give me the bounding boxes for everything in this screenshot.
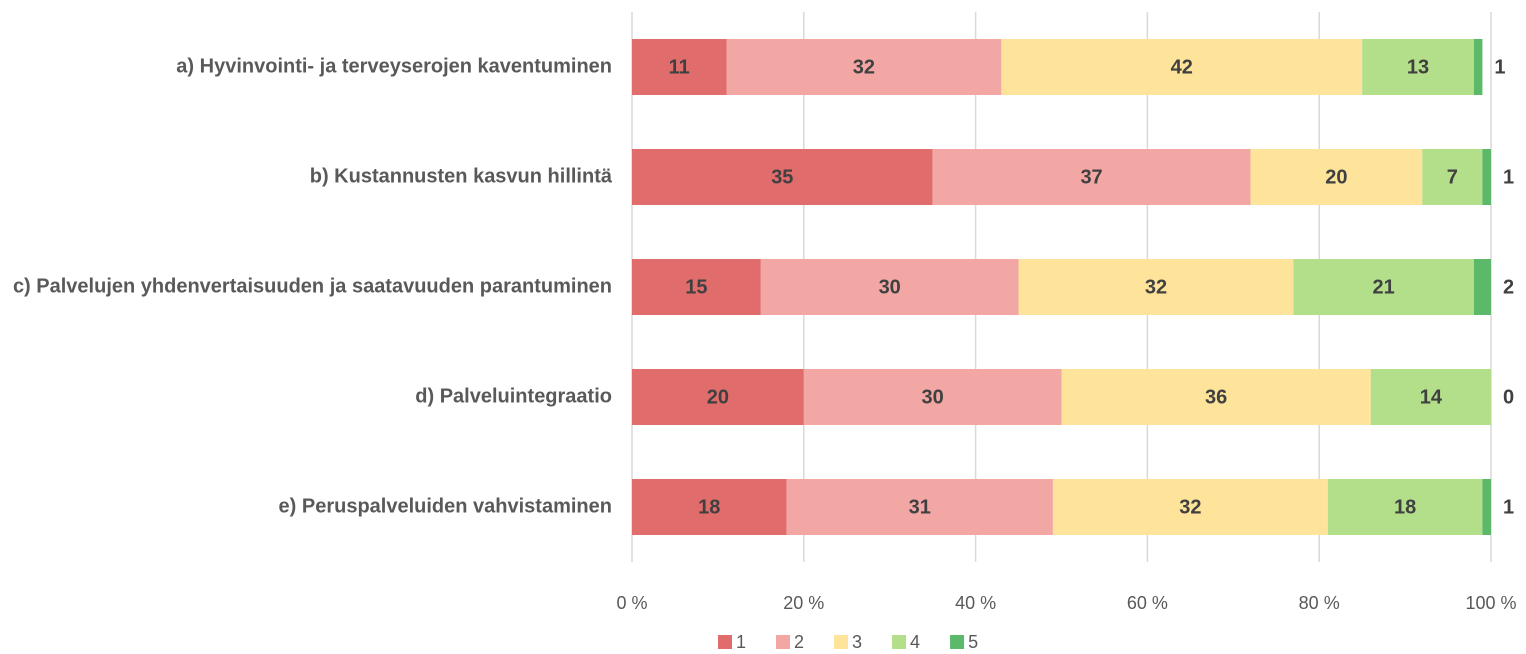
legend-label: 5 (968, 632, 978, 652)
value-label: 15 (685, 276, 707, 298)
value-label: 20 (707, 386, 729, 408)
bar-segment (1370, 369, 1491, 425)
value-label: 37 (1080, 166, 1102, 188)
value-label: 18 (1394, 496, 1416, 518)
bar-segment (786, 479, 1053, 535)
bar-segment (1362, 39, 1474, 95)
legend-label: 3 (852, 632, 862, 652)
value-label: 18 (698, 496, 720, 518)
value-label: 11 (669, 56, 690, 78)
value-label: 21 (1373, 276, 1395, 298)
value-label: 42 (1171, 56, 1193, 78)
bar-segment (632, 39, 727, 95)
value-label: 20 (1325, 166, 1347, 188)
bar-segment (1052, 479, 1328, 535)
value-label: 35 (771, 166, 793, 188)
legend-label: 2 (794, 632, 804, 652)
bar-segment (803, 369, 1062, 425)
legend-swatch (834, 635, 849, 649)
bar-segment (1001, 39, 1363, 95)
bar-segment (1473, 39, 1483, 95)
bar-segment (1293, 259, 1474, 315)
x-tick-label: 40 % (955, 593, 996, 613)
x-tick-label: 0 % (616, 593, 647, 613)
value-label: 36 (1205, 386, 1227, 408)
bar-segment (1482, 479, 1491, 535)
x-tick-label: 20 % (783, 593, 824, 613)
category-label: a) Hyvinvointi- ja terveyserojen kaventu… (176, 55, 612, 77)
legend-swatch (892, 635, 907, 649)
bar-segment (632, 149, 933, 205)
legend-label: 4 (910, 632, 920, 652)
bar-segment (932, 149, 1251, 205)
value-label: 32 (1145, 276, 1167, 298)
bar-segment (1482, 149, 1491, 205)
bar-segment (1473, 259, 1491, 315)
bar-segment (1018, 259, 1294, 315)
value-label: 13 (1407, 56, 1429, 78)
value-label: 32 (1179, 496, 1201, 518)
bar-segment (760, 259, 1019, 315)
bar-segment (1250, 149, 1423, 205)
value-label: 30 (879, 276, 901, 298)
bar-segment (1422, 149, 1483, 205)
legend-swatch (776, 635, 791, 649)
value-label: 0 (1503, 386, 1514, 408)
value-label: 1 (1494, 56, 1505, 78)
x-tick-label: 100 % (1465, 593, 1516, 613)
value-label: 14 (1420, 386, 1443, 408)
category-label: c) Palvelujen yhdenvertaisuuden ja saata… (13, 275, 612, 297)
bar-segment (632, 259, 761, 315)
legend-swatch (718, 635, 732, 649)
bar-segment (726, 39, 1002, 95)
value-label: 32 (853, 56, 875, 78)
category-label: d) Palveluintegraatio (415, 385, 612, 407)
value-label: 31 (909, 496, 931, 518)
value-label: 7 (1447, 166, 1458, 188)
bar-segment (1061, 369, 1371, 425)
value-label: 1 (1503, 496, 1514, 518)
category-label: b) Kustannusten kasvun hillintä (310, 165, 613, 187)
value-label: 1 (1503, 166, 1514, 188)
category-label: e) Peruspalveluiden vahvistaminen (279, 495, 612, 517)
value-label: 30 (922, 386, 944, 408)
legend-swatch (950, 635, 965, 649)
legend-label: 1 (736, 632, 746, 652)
bar-segment (632, 369, 804, 425)
x-tick-label: 80 % (1299, 593, 1340, 613)
bar-segment (1327, 479, 1483, 535)
bar-segment (632, 479, 787, 535)
value-label: 2 (1503, 276, 1514, 298)
x-tick-label: 60 % (1127, 593, 1168, 613)
